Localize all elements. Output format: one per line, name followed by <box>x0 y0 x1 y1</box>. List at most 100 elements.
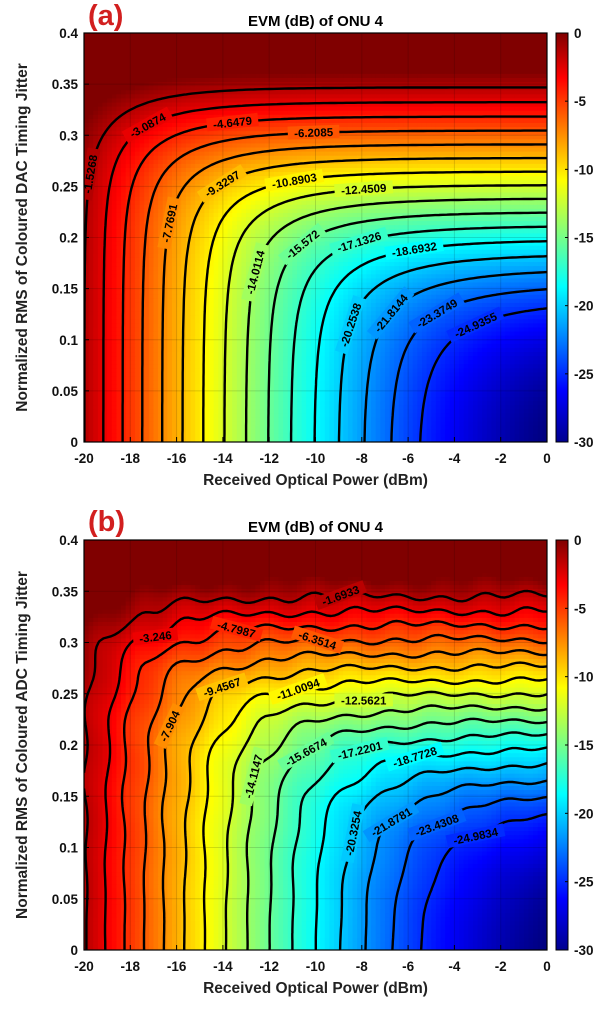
heatmap-cell <box>519 110 525 116</box>
heatmap-cell <box>426 37 432 42</box>
heatmap-cell <box>121 45 127 50</box>
heatmap-cell <box>199 176 205 181</box>
heatmap-cell <box>394 159 400 165</box>
heatmap-cell <box>218 94 224 100</box>
heatmap-cell <box>491 188 497 194</box>
heatmap-cell <box>509 200 516 206</box>
heatmap-cell <box>366 200 372 206</box>
heatmap-cell <box>421 192 428 198</box>
heatmap-cell <box>310 204 317 210</box>
heatmap-cell <box>454 122 460 128</box>
heatmap-cell <box>269 159 275 165</box>
heatmap-cell <box>259 57 266 63</box>
heatmap-cell <box>232 98 238 104</box>
heatmap-cell <box>139 139 145 145</box>
heatmap-cell <box>496 122 502 128</box>
heatmap-cell <box>241 217 247 222</box>
heatmap-cell <box>255 45 261 50</box>
heatmap-cell <box>454 151 460 157</box>
heatmap-cell <box>246 139 252 145</box>
heatmap-cell <box>334 196 340 202</box>
heatmap-cell <box>417 94 423 100</box>
heatmap-cell <box>519 184 525 190</box>
heatmap-cell <box>264 217 270 222</box>
heatmap-cell <box>181 77 187 83</box>
heatmap-cell <box>394 131 400 136</box>
heatmap-cell <box>542 200 547 206</box>
heatmap-cell <box>542 98 547 104</box>
heatmap-cell <box>329 110 335 116</box>
heatmap-cell <box>93 135 99 140</box>
heatmap-cell <box>287 57 293 63</box>
heatmap-cell <box>463 212 469 218</box>
heatmap-cell <box>204 233 210 239</box>
heatmap-cell <box>509 106 516 112</box>
heatmap-cell <box>269 143 275 149</box>
heatmap-cell <box>301 53 307 59</box>
heatmap-cell <box>269 155 275 161</box>
heatmap-cell <box>185 221 192 226</box>
heatmap-cell <box>185 217 192 222</box>
heatmap-cell <box>514 53 520 59</box>
heatmap-cell <box>500 147 506 153</box>
heatmap-cell <box>259 37 266 42</box>
heatmap-cell <box>232 143 238 149</box>
heatmap-cell <box>158 180 164 185</box>
heatmap-cell <box>431 33 437 38</box>
heatmap-cell <box>153 208 159 214</box>
heatmap-cell <box>519 53 525 59</box>
heatmap-cell <box>505 102 511 108</box>
heatmap-cell <box>315 143 321 149</box>
heatmap-cell <box>459 172 465 177</box>
heatmap-cell <box>93 176 99 181</box>
heatmap-cell <box>463 41 469 46</box>
heatmap-cell <box>482 98 488 104</box>
heatmap-cell <box>347 217 354 222</box>
heatmap-cell <box>449 94 455 100</box>
heatmap-cell <box>199 73 205 79</box>
heatmap-cell <box>421 118 428 124</box>
heatmap-cell <box>264 192 270 198</box>
heatmap-cell <box>102 110 108 116</box>
heatmap-cell <box>463 110 469 116</box>
heatmap-cell <box>486 188 493 194</box>
heatmap-cell <box>398 151 405 157</box>
heatmap-cell <box>301 192 307 198</box>
heatmap-cell <box>232 90 238 95</box>
heatmap-cell <box>241 204 247 210</box>
heatmap-cell <box>222 159 229 165</box>
heatmap-cell <box>519 33 525 38</box>
heatmap-cell <box>408 102 414 108</box>
heatmap-cell <box>264 196 270 202</box>
heatmap-cell <box>259 180 266 185</box>
heatmap-cell <box>162 143 168 149</box>
heatmap-cell <box>107 204 113 210</box>
heatmap-cell <box>209 167 215 173</box>
heatmap-cell <box>287 229 293 235</box>
heatmap-cell <box>440 135 446 140</box>
heatmap-cell <box>259 65 266 71</box>
heatmap-cell <box>338 196 344 202</box>
heatmap-cell <box>148 143 155 149</box>
heatmap-cell <box>204 127 210 132</box>
heatmap-cell <box>185 131 192 136</box>
heatmap-cell <box>139 167 145 173</box>
heatmap-cell <box>255 159 261 165</box>
heatmap-cell <box>431 204 437 210</box>
heatmap-cell <box>301 139 307 145</box>
heatmap-cell <box>398 212 405 218</box>
heatmap-cell <box>361 49 368 55</box>
heatmap-cell <box>343 147 349 153</box>
heatmap-cell <box>523 33 530 38</box>
heatmap-cell <box>509 94 516 100</box>
heatmap-cell <box>537 90 543 95</box>
heatmap-cell <box>454 73 460 79</box>
heatmap-cell <box>352 159 358 165</box>
heatmap-cell <box>454 167 460 173</box>
heatmap-cell <box>338 110 344 116</box>
heatmap-cell <box>236 225 243 230</box>
heatmap-cell <box>417 151 423 157</box>
heatmap-cell <box>213 98 219 104</box>
heatmap-cell <box>255 208 261 214</box>
heatmap-cell <box>116 110 122 116</box>
